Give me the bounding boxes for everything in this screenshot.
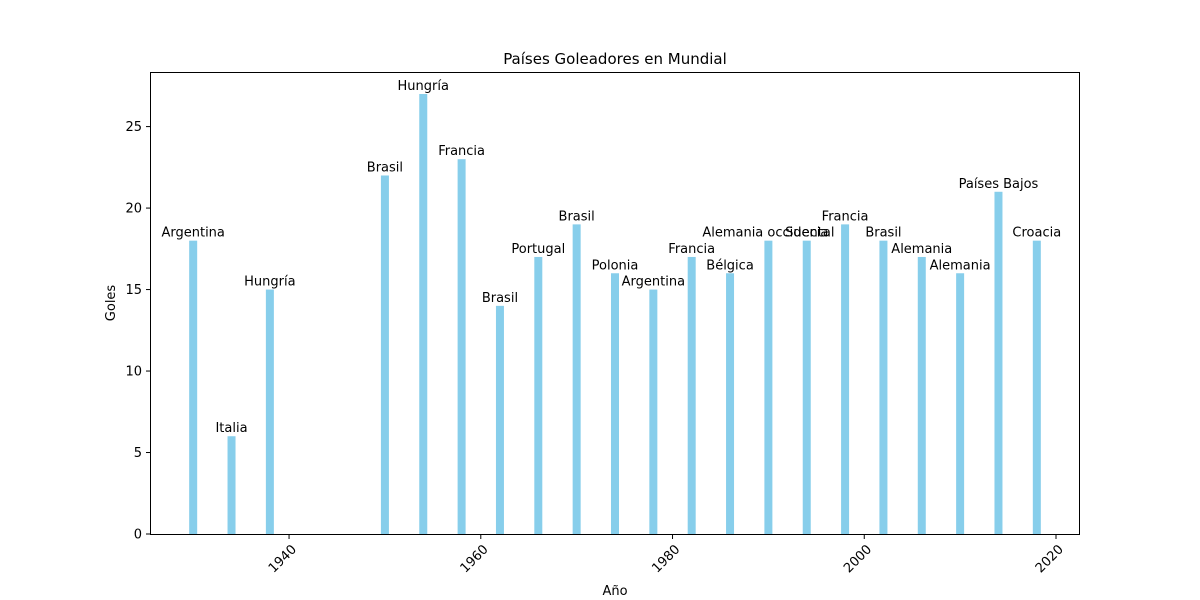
- y-tick-label-10: 10: [125, 365, 142, 380]
- plot-frame: [150, 72, 1080, 535]
- bar-1986: [726, 273, 735, 534]
- bar-labels-group: Argentina Italia Hungría Brasil Hungría Franc…: [161, 79, 1061, 436]
- bar-label-1974: Polonia: [592, 258, 639, 273]
- y-tick-label-0: 0: [134, 528, 142, 543]
- bar-label-1970: Brasil: [559, 209, 595, 224]
- bar-1950: [380, 175, 389, 534]
- bar-1962: [495, 305, 504, 534]
- bar-1974: [611, 273, 619, 534]
- bar-label-1962: Brasil: [482, 291, 518, 306]
- bar-1994: [802, 240, 811, 534]
- bar-1966: [534, 256, 543, 534]
- bar-1938: [265, 289, 274, 534]
- bar-2018: [1032, 240, 1041, 534]
- bar-1930: [189, 240, 198, 534]
- bar-label-2018: Croacia: [1012, 226, 1061, 241]
- y-tick-label-25: 25: [125, 120, 142, 135]
- bar-label-1978: Argentina: [622, 275, 685, 290]
- x-tick-label-2000: 2000: [841, 542, 875, 576]
- bar-1970: [572, 224, 581, 535]
- bar-label-1998: Francia: [822, 209, 869, 224]
- bar-label-1958: Francia: [438, 144, 485, 159]
- x-tick-label-1940: 1940: [266, 542, 300, 576]
- bar-label-1986: Bélgica: [706, 258, 754, 273]
- x-axis: 1940 1960 1980 2000 2020: [266, 534, 1067, 576]
- bar-label-1990: Alemania occidental: [702, 226, 834, 241]
- x-tick-label-1960: 1960: [458, 542, 492, 576]
- bar-2002: [879, 240, 888, 534]
- y-axis-label: Goles: [104, 285, 119, 322]
- bar-label-2010: Alemania: [930, 258, 991, 273]
- bar-1954: [419, 94, 428, 534]
- bar-label-1938: Hungría: [244, 275, 295, 290]
- bar-2014: [994, 191, 1003, 534]
- bar-1990: [764, 240, 773, 534]
- y-tick-label-15: 15: [125, 283, 142, 298]
- bar-2010: [956, 273, 965, 534]
- bar-label-2014: Países Bajos: [959, 177, 1039, 192]
- bar-1978: [649, 289, 658, 534]
- bar-label-1934: Italia: [215, 421, 247, 436]
- bar-label-1966: Portugal: [511, 242, 565, 257]
- bar-1958: [457, 159, 466, 534]
- y-tick-label-20: 20: [125, 202, 142, 217]
- bar-2006: [917, 256, 926, 534]
- x-axis-label: Año: [602, 584, 627, 599]
- bars-group: [189, 94, 1041, 535]
- bar-1934: [227, 436, 236, 534]
- x-tick-label-2020: 2020: [1033, 542, 1067, 576]
- x-tick-label-1980: 1980: [649, 542, 683, 576]
- bar-label-1994: Suecia: [785, 226, 828, 241]
- bar-label-1954: Hungría: [398, 79, 449, 94]
- bar-label-1930: Argentina: [161, 226, 224, 241]
- bar-1982: [687, 256, 696, 534]
- bar-label-1950: Brasil: [367, 160, 403, 175]
- chart-title: Países Goleadores en Mundial: [503, 50, 727, 68]
- bar-1998: [841, 224, 850, 535]
- y-axis: 0 5 10 15 20 25: [125, 120, 151, 543]
- bar-label-2006: Alemania: [891, 242, 952, 257]
- bar-label-1982: Francia: [668, 242, 715, 257]
- y-tick-label-5: 5: [134, 446, 142, 461]
- bar-label-2002: Brasil: [865, 226, 901, 241]
